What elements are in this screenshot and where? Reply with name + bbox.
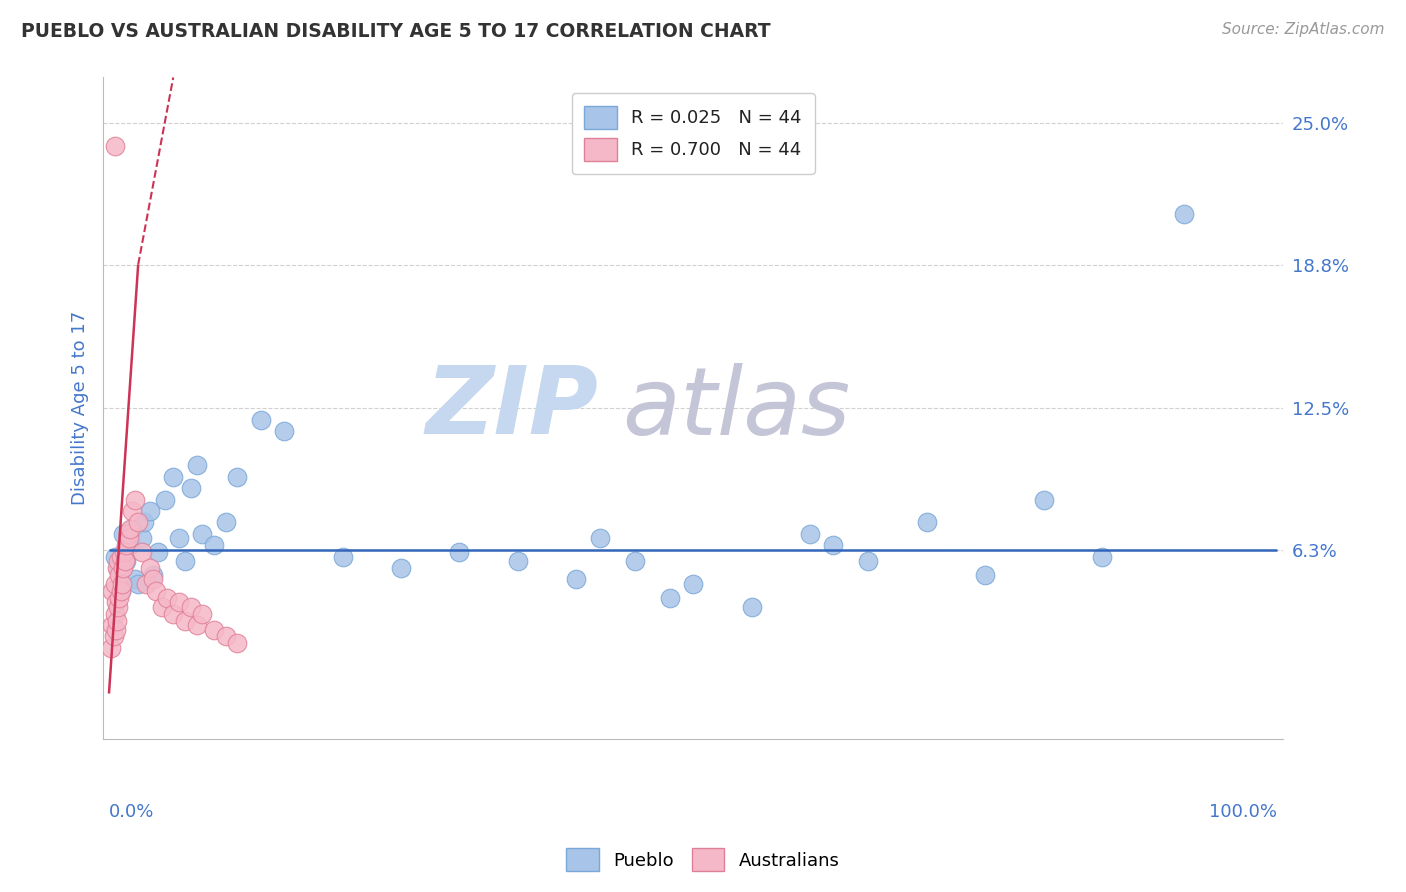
Point xyxy=(1091,549,1114,564)
Point xyxy=(131,545,153,559)
Text: Source: ZipAtlas.com: Source: ZipAtlas.com xyxy=(1222,22,1385,37)
Point xyxy=(915,516,938,530)
Point xyxy=(658,591,681,605)
Point xyxy=(139,561,162,575)
Point xyxy=(108,567,131,582)
Point xyxy=(104,595,127,609)
Legend: R = 0.025   N = 44, R = 0.700   N = 44: R = 0.025 N = 44, R = 0.700 N = 44 xyxy=(572,93,814,174)
Point xyxy=(105,561,128,575)
Point xyxy=(115,554,138,568)
Point xyxy=(174,554,197,568)
Point xyxy=(167,532,190,546)
Point xyxy=(250,413,273,427)
Point xyxy=(180,599,202,614)
Point xyxy=(623,554,645,568)
Point xyxy=(114,554,136,568)
Point xyxy=(858,554,880,568)
Point xyxy=(105,614,128,628)
Point xyxy=(589,532,612,546)
Point xyxy=(191,607,214,621)
Point xyxy=(127,577,149,591)
Point xyxy=(1173,207,1195,221)
Point xyxy=(121,522,143,536)
Point xyxy=(142,567,165,582)
Text: 0.0%: 0.0% xyxy=(110,803,155,821)
Point xyxy=(115,538,138,552)
Point xyxy=(118,538,141,552)
Point xyxy=(110,583,132,598)
Point xyxy=(191,526,214,541)
Point xyxy=(449,545,471,559)
Point xyxy=(104,139,127,153)
Point xyxy=(104,607,127,621)
Point xyxy=(111,577,134,591)
Point xyxy=(202,623,225,637)
Point xyxy=(104,577,127,591)
Point xyxy=(103,630,125,644)
Point xyxy=(111,561,134,575)
Point xyxy=(110,583,132,598)
Point xyxy=(974,567,997,582)
Point xyxy=(112,545,135,559)
Point xyxy=(131,532,153,546)
Point xyxy=(145,583,167,598)
Point xyxy=(124,492,146,507)
Point xyxy=(202,538,225,552)
Point xyxy=(111,526,134,541)
Text: ZIP: ZIP xyxy=(426,362,599,454)
Point xyxy=(180,481,202,495)
Point xyxy=(226,636,249,650)
Point xyxy=(135,577,157,591)
Point xyxy=(153,492,176,507)
Point xyxy=(1032,492,1054,507)
Point xyxy=(101,583,124,598)
Point xyxy=(117,526,139,541)
Y-axis label: Disability Age 5 to 17: Disability Age 5 to 17 xyxy=(72,311,89,506)
Point xyxy=(139,504,162,518)
Point xyxy=(156,591,179,605)
Text: atlas: atlas xyxy=(623,363,851,454)
Legend: Pueblo, Australians: Pueblo, Australians xyxy=(560,841,846,879)
Point xyxy=(107,599,129,614)
Point xyxy=(107,561,129,575)
Point xyxy=(132,516,155,530)
Point xyxy=(150,599,173,614)
Text: 100.0%: 100.0% xyxy=(1209,803,1278,821)
Point xyxy=(101,618,124,632)
Point xyxy=(682,577,704,591)
Point xyxy=(162,607,184,621)
Point xyxy=(215,630,238,644)
Point xyxy=(110,549,132,564)
Point xyxy=(146,545,169,559)
Point xyxy=(104,549,127,564)
Point xyxy=(565,573,588,587)
Point xyxy=(186,458,208,473)
Point xyxy=(741,599,763,614)
Text: PUEBLO VS AUSTRALIAN DISABILITY AGE 5 TO 17 CORRELATION CHART: PUEBLO VS AUSTRALIAN DISABILITY AGE 5 TO… xyxy=(21,22,770,41)
Point xyxy=(273,424,295,438)
Point xyxy=(127,516,149,530)
Point xyxy=(104,623,127,637)
Point xyxy=(142,573,165,587)
Point xyxy=(799,526,821,541)
Point xyxy=(174,614,197,628)
Point xyxy=(118,532,141,546)
Point xyxy=(100,640,122,655)
Point xyxy=(226,469,249,483)
Point xyxy=(121,504,143,518)
Point xyxy=(167,595,190,609)
Point xyxy=(823,538,845,552)
Point xyxy=(107,554,129,568)
Point xyxy=(186,618,208,632)
Point xyxy=(124,573,146,587)
Point xyxy=(118,522,141,536)
Point xyxy=(506,554,529,568)
Point xyxy=(332,549,354,564)
Point xyxy=(389,561,412,575)
Point xyxy=(162,469,184,483)
Point xyxy=(108,591,131,605)
Point xyxy=(215,516,238,530)
